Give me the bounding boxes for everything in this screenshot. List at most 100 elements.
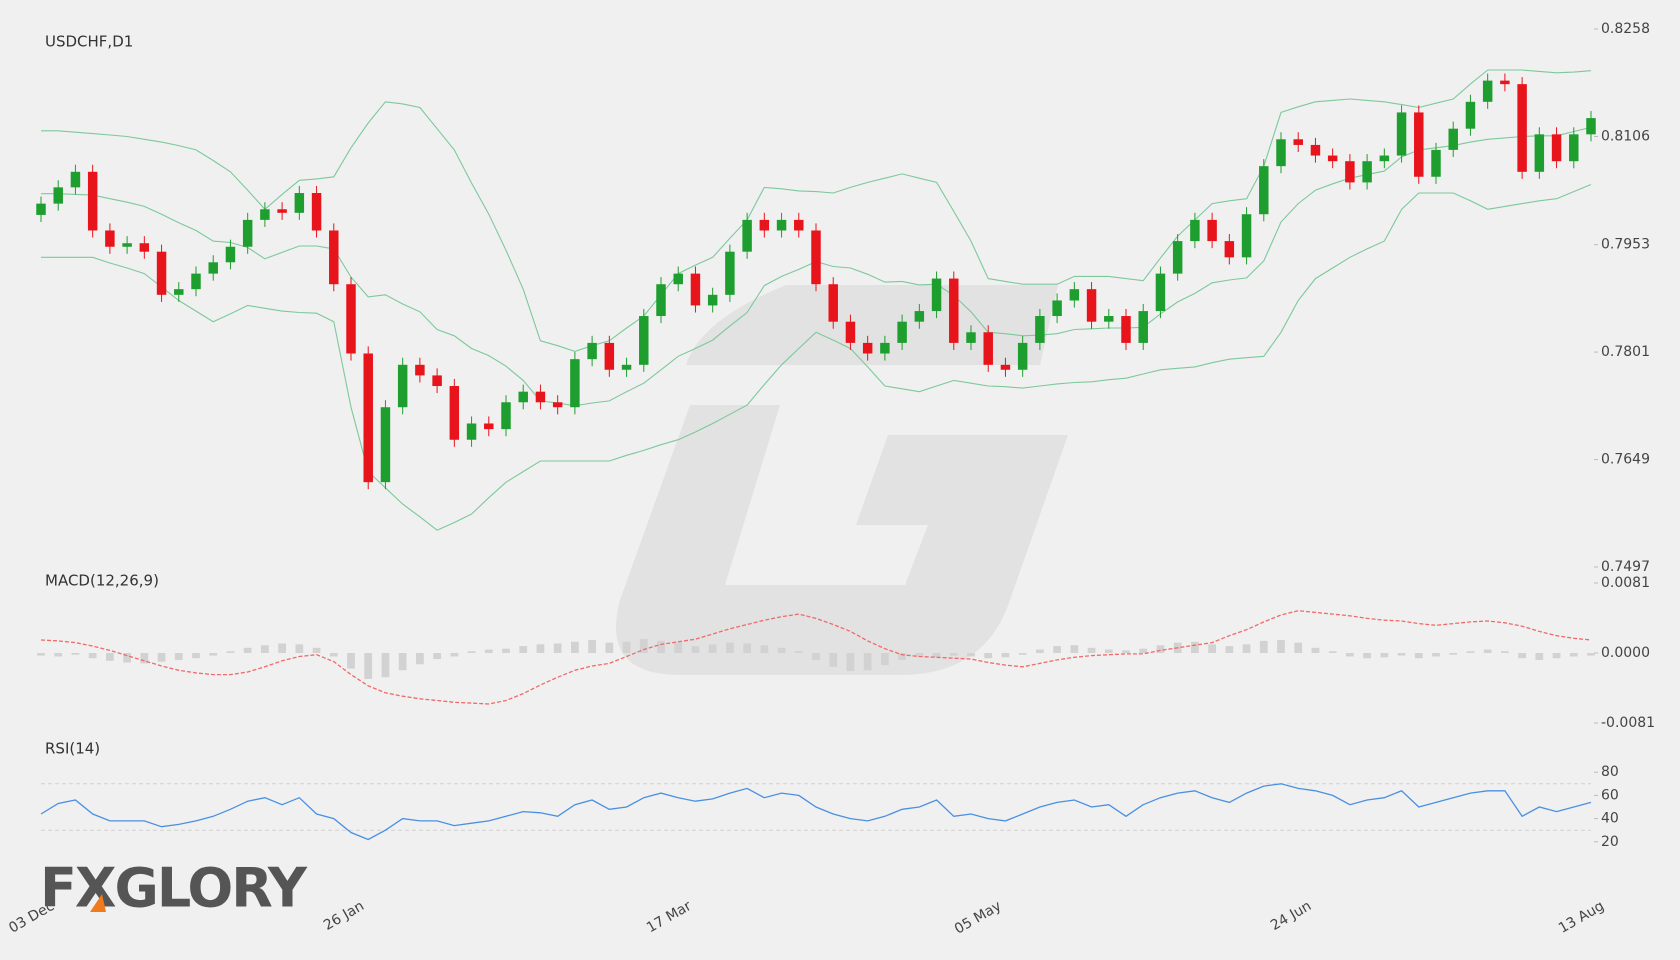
candle-body — [949, 278, 959, 343]
macd-bar — [812, 653, 820, 660]
macd-bar — [1087, 647, 1096, 653]
macd-bar — [364, 653, 373, 679]
y-tick-label: 40 — [1601, 811, 1619, 827]
macd-bar — [639, 639, 648, 653]
candle-body — [380, 407, 391, 483]
macd-bar — [1104, 649, 1113, 653]
macd-bar — [243, 647, 252, 653]
candle-body — [707, 294, 718, 306]
candle-body — [70, 171, 81, 188]
candle-body — [1293, 139, 1303, 145]
candle-body — [242, 219, 253, 247]
y-tick-label: 0.7497 — [1601, 559, 1650, 575]
candle-body — [1327, 155, 1338, 162]
candle-body — [466, 423, 477, 440]
candle-body — [811, 230, 821, 285]
candle-body — [725, 251, 735, 295]
candle-body — [742, 219, 752, 252]
macd-bar — [1277, 640, 1285, 653]
candle-body — [1276, 139, 1286, 167]
candle-body — [845, 321, 856, 343]
macd-bar — [794, 651, 803, 653]
y-tick-label: 0.0000 — [1601, 645, 1650, 661]
macd-bar — [708, 644, 717, 653]
candle-body — [1362, 161, 1372, 183]
macd-bar — [863, 653, 872, 671]
macd-bar — [674, 642, 683, 653]
macd-bar — [1569, 653, 1578, 657]
candle-body — [415, 364, 425, 376]
marks: USDCHF,D1 0.8258 0.8106 0.7953 0.7801 0.7649 0… — [6, 21, 1655, 938]
panel-title: RSI(14) — [45, 740, 100, 758]
macd-bar — [71, 653, 80, 655]
band-upper — [41, 69, 1592, 352]
candle-body — [501, 402, 511, 430]
macd-bar — [571, 641, 579, 653]
candle-body — [122, 243, 132, 247]
candle-body — [329, 230, 339, 285]
candle-body — [1207, 219, 1217, 242]
macd-bar — [726, 642, 734, 653]
candle-body — [105, 230, 115, 247]
macd-bar — [106, 653, 114, 661]
candle-body — [1396, 112, 1407, 156]
candle-body — [1052, 300, 1062, 317]
macd-bar — [1259, 640, 1268, 653]
macd-bar — [502, 648, 510, 653]
macd-bar — [691, 646, 700, 653]
macd-bar — [1070, 645, 1079, 653]
candle-body — [1379, 155, 1390, 162]
y-tick-label: 80 — [1601, 764, 1619, 780]
candle-body — [1017, 342, 1028, 370]
panel-title: USDCHF,D1 — [45, 33, 133, 51]
y-tick-label: 60 — [1601, 787, 1619, 803]
candle-body — [311, 193, 322, 231]
candle-body — [277, 209, 287, 213]
x-tick-label: 17 Mar — [644, 898, 694, 936]
candle-body — [174, 289, 184, 295]
macd-bar — [416, 653, 424, 665]
y-tick-label: 0.7649 — [1601, 452, 1650, 468]
macd-bar — [226, 651, 235, 653]
candle-body — [294, 193, 305, 213]
candle-body — [87, 171, 98, 231]
y-tick-label: 0.0081 — [1601, 575, 1650, 591]
candle-body — [1104, 316, 1114, 322]
macd-bar — [1242, 644, 1251, 653]
rsi-line — [40, 783, 1592, 841]
macd-bar — [1346, 653, 1354, 657]
macd-bar — [1225, 646, 1234, 653]
candle-body — [1086, 289, 1097, 322]
candle-body — [1138, 311, 1148, 343]
candle-body — [604, 342, 615, 370]
macd-signal — [40, 610, 1592, 705]
candle-body — [1517, 84, 1527, 172]
candle-body — [1482, 80, 1493, 102]
macd-bar — [347, 653, 355, 669]
candle-body — [346, 284, 356, 354]
candle-body — [1069, 289, 1080, 301]
macd-bar — [1122, 650, 1130, 653]
candle-body — [208, 262, 218, 274]
macd-bar — [209, 653, 218, 656]
macd-bar — [1501, 651, 1509, 653]
candle-body — [225, 246, 236, 263]
candle-body — [191, 273, 201, 290]
macd-bar — [1380, 653, 1389, 658]
macd-bar — [1018, 653, 1027, 655]
candle-body — [1534, 134, 1545, 172]
candle-body — [1500, 80, 1510, 85]
candle-body — [518, 391, 528, 403]
watermark-shape — [616, 405, 1068, 675]
macd-bar — [915, 653, 924, 657]
macd-bar — [1328, 651, 1337, 653]
macd-bar — [1432, 653, 1440, 657]
macd-bar — [1483, 649, 1492, 653]
y-tick-label: 0.8258 — [1601, 21, 1650, 37]
candle-body — [914, 311, 925, 322]
macd-bar — [1449, 653, 1458, 655]
macd-bar — [37, 653, 45, 656]
candle-body — [1241, 214, 1252, 258]
candle-body — [484, 423, 494, 430]
